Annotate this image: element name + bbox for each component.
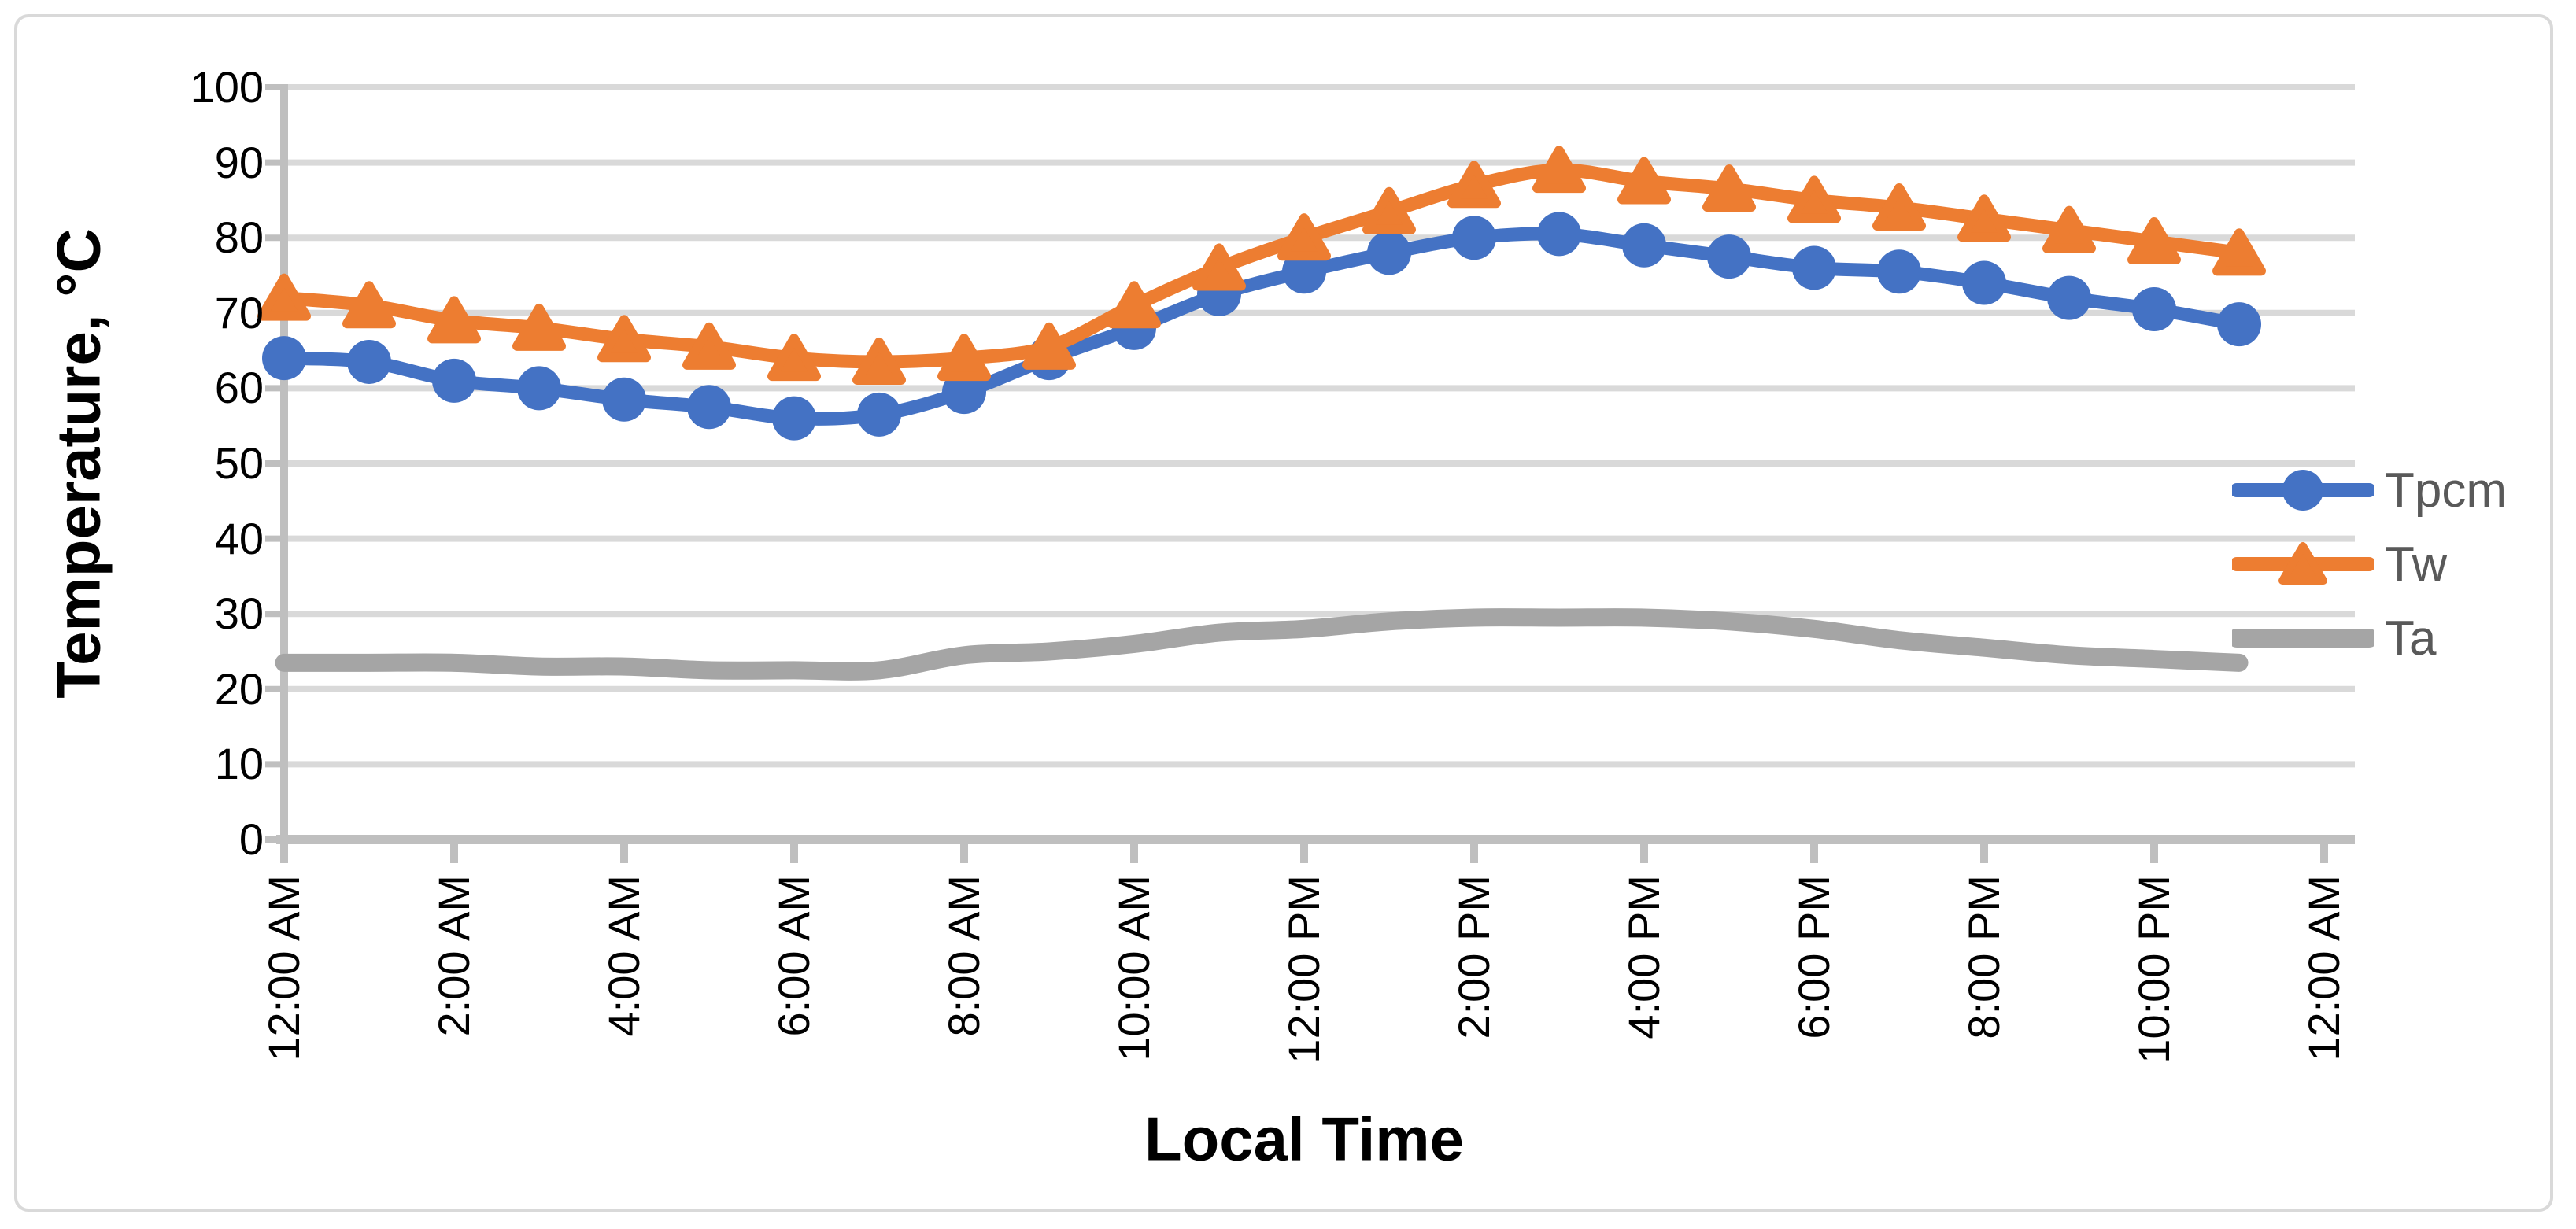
legend-item-Tw: Tw <box>2232 527 2507 601</box>
marker-Tw-17 <box>1702 164 1756 212</box>
x-tick-label-0: 12:00 AM <box>259 875 309 1061</box>
x-tick-label-2: 4:00 AM <box>599 875 649 1037</box>
marker-Tw-14 <box>1447 161 1501 209</box>
x-tick-label-6: 12:00 PM <box>1279 875 1329 1064</box>
legend-marker-Tpcm <box>2282 470 2323 511</box>
legend-swatch-Tpcm <box>2232 470 2374 511</box>
x-axis-title: Local Time <box>1144 1104 1465 1174</box>
marker-Tw-8 <box>937 334 991 382</box>
x-tick-label-12: 12:00 AM <box>2299 875 2349 1061</box>
marker-Tpcm-17 <box>1707 234 1751 279</box>
marker-Tpcm-22 <box>2132 287 2176 332</box>
x-tick-label-7: 2:00 PM <box>1449 875 1499 1039</box>
legend-item-Tpcm: Tpcm <box>2232 453 2507 527</box>
marker-Tw-2 <box>427 296 481 344</box>
y-tick-label-80: 80 <box>214 212 264 263</box>
legend: Tpcm Tw Ta <box>2232 453 2507 675</box>
legend-swatch-Ta <box>2232 629 2374 648</box>
legend-swatch-Tw <box>2232 542 2374 585</box>
marker-Tpcm-13 <box>1367 231 1411 275</box>
marker-Tw-12 <box>1277 213 1331 261</box>
marker-Tpcm-23 <box>2217 302 2261 347</box>
marker-Tpcm-5 <box>687 385 731 430</box>
marker-Tw-11 <box>1192 243 1246 291</box>
legend-label-Tw: Tw <box>2385 537 2448 592</box>
marker-Tw-4 <box>597 315 651 363</box>
y-tick-label-20: 20 <box>214 663 264 714</box>
marker-Tw-1 <box>342 281 396 329</box>
marker-Tpcm-14 <box>1452 216 1496 260</box>
y-tick-label-70: 70 <box>214 287 264 338</box>
marker-Tw-5 <box>682 322 736 370</box>
x-tick-label-9: 6:00 PM <box>1789 875 1839 1039</box>
marker-Tw-15 <box>1532 146 1586 194</box>
marker-Tpcm-20 <box>1962 260 2006 305</box>
x-tick-label-3: 6:00 AM <box>769 875 819 1037</box>
marker-Tw-16 <box>1617 157 1671 205</box>
marker-Tpcm-16 <box>1622 223 1666 268</box>
y-tick-label-40: 40 <box>214 513 264 563</box>
marker-Tpcm-15 <box>1537 212 1581 257</box>
y-tick-label-0: 0 <box>238 814 264 864</box>
y-tick-label-100: 100 <box>190 62 264 112</box>
series-line-Ta <box>275 608 2249 681</box>
y-tick-label-90: 90 <box>214 137 264 187</box>
marker-Tpcm-6 <box>772 396 816 441</box>
y-tick-label-10: 10 <box>214 739 264 789</box>
marker-Tw-6 <box>767 334 821 382</box>
y-axis-title: Temperature, °C <box>43 228 113 699</box>
marker-Tpcm-2 <box>432 358 476 403</box>
marker-Tw-3 <box>512 303 566 351</box>
marker-Tpcm-4 <box>602 377 646 422</box>
legend-label-Ta: Ta <box>2385 611 2437 666</box>
marker-Tw-0 <box>257 273 311 321</box>
marker-Tpcm-1 <box>347 339 391 384</box>
x-tick-label-1: 2:00 AM <box>429 875 479 1037</box>
y-tick-label-60: 60 <box>214 363 264 413</box>
x-tick-label-5: 10:00 AM <box>1109 875 1159 1061</box>
marker-Tw-9 <box>1022 322 1076 370</box>
marker-Tw-13 <box>1362 186 1416 234</box>
marker-Tpcm-3 <box>517 366 561 411</box>
marker-Tpcm-18 <box>1792 245 1836 290</box>
x-tick-label-11: 10:00 PM <box>2129 875 2179 1064</box>
y-tick-label-50: 50 <box>214 438 264 488</box>
marker-Tw-21 <box>2042 205 2096 253</box>
series-line-Tw <box>277 163 2246 369</box>
marker-Tw-20 <box>1957 194 2011 242</box>
legend-marker-Tw <box>2278 542 2327 585</box>
marker-Tpcm-8 <box>942 370 986 415</box>
legend-item-Ta: Ta <box>2232 601 2507 675</box>
y-tick-label-30: 30 <box>214 589 264 639</box>
x-tick-label-8: 4:00 PM <box>1619 875 1669 1039</box>
marker-Tpcm-0 <box>262 336 306 381</box>
x-tick-label-10: 8:00 PM <box>1959 875 2009 1039</box>
x-tick-label-4: 8:00 AM <box>939 875 989 1037</box>
marker-Tw-18 <box>1787 175 1841 223</box>
marker-Tw-10 <box>1107 281 1161 329</box>
marker-Tpcm-7 <box>857 392 901 437</box>
marker-Tw-7 <box>852 337 906 385</box>
marker-Tw-23 <box>2212 228 2266 276</box>
marker-Tw-22 <box>2127 216 2181 264</box>
marker-Tpcm-21 <box>2047 275 2091 320</box>
marker-Tpcm-19 <box>1877 249 1921 294</box>
legend-label-Tpcm: Tpcm <box>2385 463 2507 518</box>
marker-Tw-19 <box>1872 183 1926 231</box>
marker-Tpcm-12 <box>1282 249 1326 294</box>
